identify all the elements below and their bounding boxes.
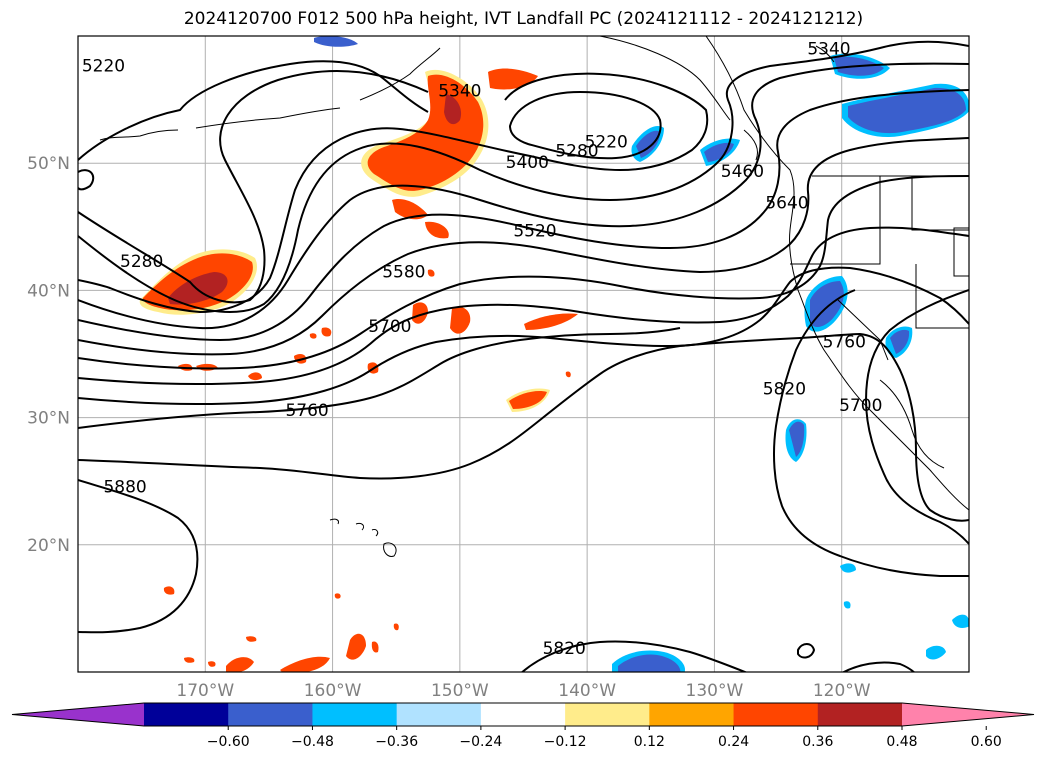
colorbar-extend-min	[12, 703, 144, 726]
colorbar-tick-label: 0.48	[886, 734, 917, 750]
contour-label: 5700	[368, 317, 411, 337]
contour-label: 5820	[543, 639, 586, 659]
colorbar-segment	[144, 703, 229, 726]
contour-label: 5340	[807, 40, 850, 60]
contour-label: 5280	[555, 141, 598, 161]
lat-tick-label: 20°N	[27, 536, 70, 556]
colorbar-tick-label: 0.24	[718, 734, 749, 750]
colorbar-tick-label: −0.60	[207, 734, 250, 750]
lat-tick-label: 30°N	[27, 409, 70, 429]
colorbar-segment	[228, 703, 313, 726]
colorbar-tick-label: −0.24	[459, 734, 502, 750]
colorbar-extend-max	[902, 703, 1034, 726]
lon-tick-label: 160°W	[304, 681, 362, 701]
colorbar-segment	[480, 703, 566, 726]
colorbar-tick-label: 0.12	[634, 734, 665, 750]
height-contours	[78, 40, 969, 672]
colorbar: −0.60 −0.48 −0.36 −0.24 −0.12 0.12 0.24 0.36 0.4…	[11, 702, 1035, 750]
coastlines	[99, 36, 969, 557]
longitude-tick-labels: 170°W 160°W 150°W 140°W 130°W 120°W	[176, 681, 870, 701]
contour-label: 5280	[120, 252, 163, 272]
colorbar-segment	[312, 703, 398, 726]
map-title: 2024120700 F012 500 hPa height, IVT Land…	[183, 9, 864, 29]
lon-tick-label: 150°W	[431, 681, 489, 701]
contour-label: 5340	[438, 82, 481, 102]
contour-label: 5520	[513, 222, 556, 242]
lon-tick-label: 130°W	[686, 681, 744, 701]
contour-label: 5760	[285, 401, 328, 421]
colorbar-segment	[817, 703, 903, 726]
colorbar-tick-label: −0.12	[544, 734, 587, 750]
contour-label: 5220	[585, 133, 628, 153]
lon-tick-label: 120°W	[813, 681, 871, 701]
colorbar-segment	[733, 703, 819, 726]
lon-tick-label: 140°W	[558, 681, 616, 701]
latitude-tick-labels: 50°N 40°N 30°N 20°N	[27, 154, 70, 556]
colorbar-segment	[565, 703, 650, 726]
contour-label: 5580	[382, 262, 425, 282]
colorbar-segment	[649, 703, 735, 726]
lat-tick-label: 50°N	[27, 154, 70, 174]
colorbar-outline	[11, 702, 1035, 727]
contour-label: 5220	[82, 56, 125, 76]
contour-label: 5820	[763, 379, 806, 399]
lat-tick-label: 40°N	[27, 281, 70, 301]
contour-label: 5880	[103, 477, 146, 497]
contour-label: 5460	[721, 162, 764, 182]
colorbar-tick-label: 0.60	[971, 734, 1002, 750]
contour-label: 5760	[823, 332, 866, 352]
map-frame	[77, 35, 970, 673]
colorbar-segment	[396, 703, 482, 726]
negative-ivt-shading	[314, 36, 969, 672]
colorbar-tick-label: −0.36	[375, 734, 418, 750]
colorbar-tick-label: −0.48	[291, 734, 334, 750]
contour-label: 5640	[765, 194, 808, 214]
lon-tick-label: 170°W	[176, 681, 234, 701]
contour-label: 5700	[839, 396, 882, 416]
colorbar-tick-label: 0.36	[802, 734, 833, 750]
contour-label: 5400	[506, 153, 549, 173]
